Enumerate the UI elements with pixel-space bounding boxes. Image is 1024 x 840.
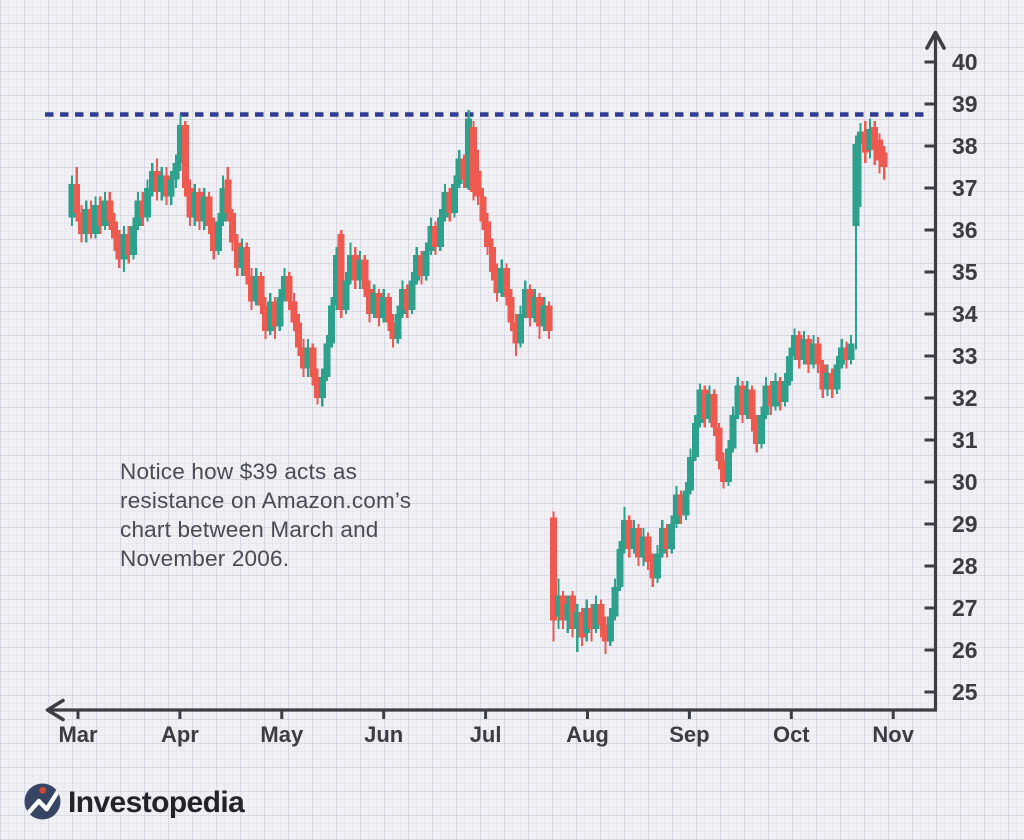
svg-text:39: 39 [952, 91, 978, 117]
svg-text:35: 35 [952, 259, 978, 285]
svg-text:29: 29 [952, 511, 978, 537]
svg-text:38: 38 [952, 133, 978, 159]
svg-text:27: 27 [952, 595, 978, 621]
investopedia-mark-icon [24, 783, 61, 820]
svg-text:Nov: Nov [872, 722, 914, 747]
candles-layer [68, 109, 888, 655]
svg-text:34: 34 [952, 301, 978, 327]
svg-text:Sep: Sep [669, 722, 709, 747]
annotation-line: resistance on Amazon.com’s [120, 488, 412, 513]
annotation-line: November 2006. [120, 546, 290, 571]
svg-text:32: 32 [952, 385, 978, 411]
svg-text:25: 25 [952, 679, 978, 705]
svg-text:26: 26 [952, 637, 978, 663]
svg-text:36: 36 [952, 217, 978, 243]
annotation-line: Notice how $39 acts as [120, 459, 358, 484]
svg-text:37: 37 [952, 175, 978, 201]
annotation-line: chart between March and [120, 517, 379, 542]
axes-layer: 40 39 38 37 36 35 34 33 32 31 30 29 28 27 26 25 Mar Apr Ma… [45, 30, 978, 747]
logo-wordmark: Investopedia [68, 785, 245, 819]
svg-text:Mar: Mar [58, 722, 98, 747]
svg-text:Aug: Aug [566, 722, 609, 747]
svg-text:Oct: Oct [773, 722, 810, 747]
svg-text:28: 28 [952, 553, 978, 579]
svg-text:40: 40 [952, 49, 978, 75]
svg-text:May: May [260, 722, 304, 747]
svg-text:Apr: Apr [161, 722, 199, 747]
chart-annotation: Notice how $39 acts as resistance on Ama… [120, 457, 411, 573]
svg-text:31: 31 [952, 427, 978, 453]
svg-text:Jun: Jun [364, 722, 403, 747]
svg-text:30: 30 [952, 469, 978, 495]
logo-dot-icon [39, 787, 47, 794]
svg-text:Jul: Jul [470, 722, 502, 747]
investopedia-logo: Investopedia [24, 783, 245, 820]
svg-text:33: 33 [952, 343, 978, 369]
